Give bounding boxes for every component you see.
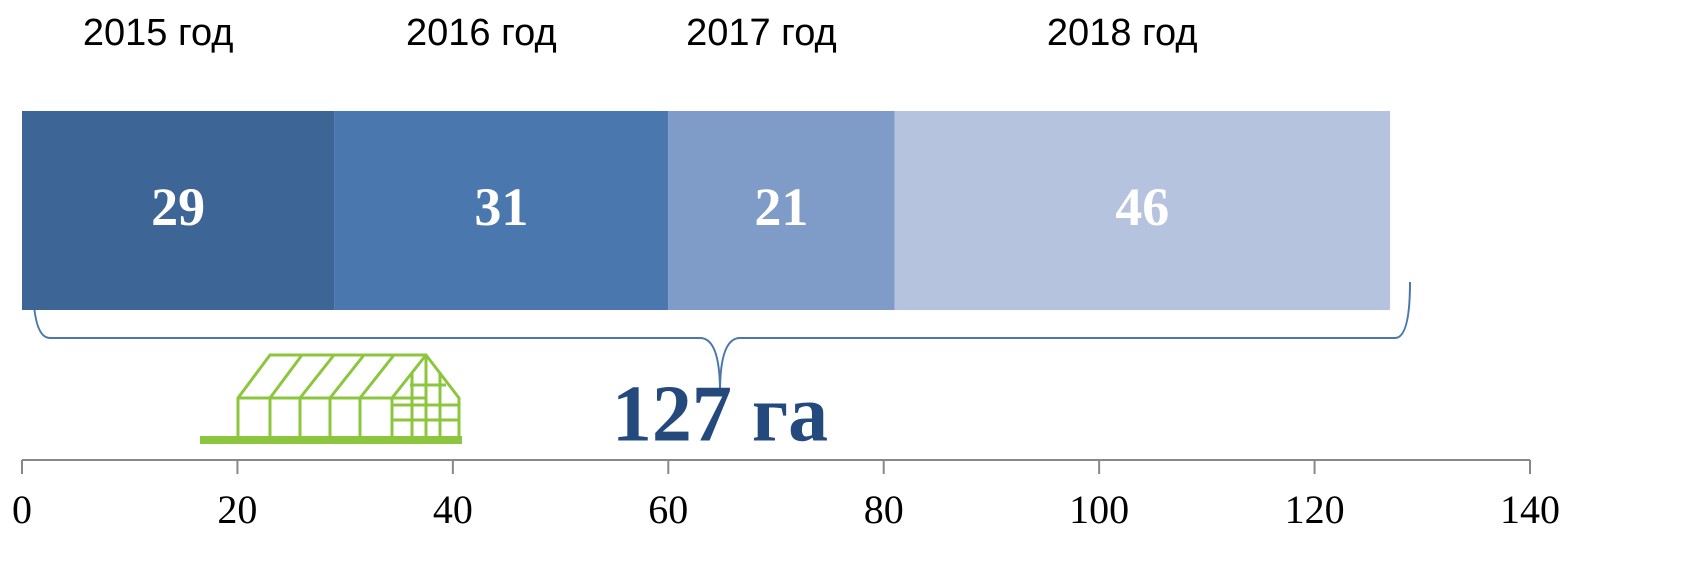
x-tick-label: 0 (12, 487, 32, 532)
x-tick-label: 140 (1500, 487, 1560, 532)
legend-label: 2015 год (83, 12, 234, 54)
bar-segment (668, 111, 895, 310)
x-tick-label: 60 (648, 487, 688, 532)
data-label: 21 (754, 177, 808, 237)
legend-label: 2017 год (686, 12, 837, 54)
bar-segment (894, 111, 1390, 310)
x-tick-label: 100 (1069, 487, 1129, 532)
legend-label: 2018 год (1047, 12, 1198, 54)
x-tick-label: 120 (1285, 487, 1345, 532)
x-tick-label: 20 (217, 487, 257, 532)
legend-label: 2016 год (406, 12, 557, 54)
bar-segment (334, 111, 669, 310)
data-label: 31 (474, 177, 528, 237)
brace (32, 281, 1411, 393)
x-tick-label: 40 (433, 487, 473, 532)
data-label: 29 (151, 177, 205, 237)
x-tick-label: 80 (864, 487, 904, 532)
bar-segment (22, 111, 335, 310)
data-label: 46 (1115, 177, 1169, 237)
total-annotation: 127 га (612, 370, 828, 458)
greenhouse-icon (200, 353, 462, 444)
